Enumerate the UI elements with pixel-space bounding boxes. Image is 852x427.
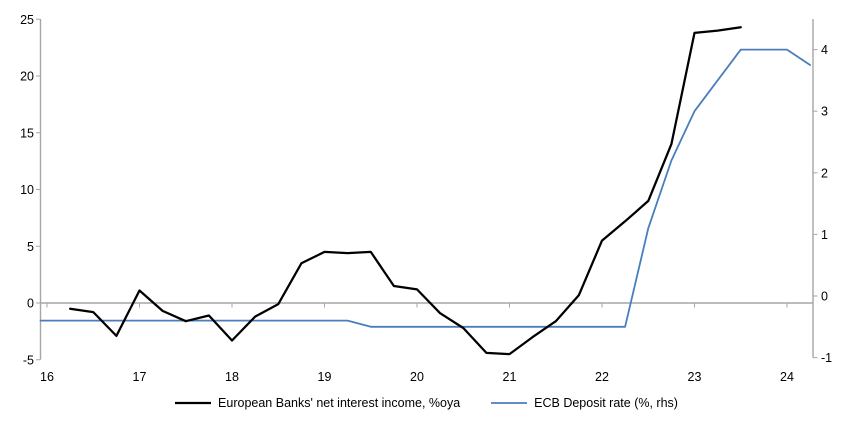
- legend-label-net-interest-income: European Banks' net interest income, %oy…: [218, 396, 461, 410]
- left-axis-tick-label: 20: [20, 70, 34, 84]
- left-axis-tick-label: 10: [20, 183, 34, 197]
- x-tick-label: 18: [225, 370, 239, 384]
- left-axis-tick-label: 25: [20, 13, 34, 27]
- right-axis-tick-label: 3: [821, 105, 828, 119]
- legend-label-ecb-deposit-rate: ECB Deposit rate (%, rhs): [534, 396, 678, 410]
- series-line-0: [68, 26, 742, 356]
- black-line-swatch: [175, 401, 212, 405]
- blue-line-swatch: [491, 402, 528, 404]
- x-tick-label: 17: [133, 370, 147, 384]
- x-tick-label: 21: [503, 370, 517, 384]
- x-tick-label: 19: [318, 370, 332, 384]
- legend-item-ecb-deposit-rate: ECB Deposit rate (%, rhs): [490, 396, 678, 410]
- right-axis-tick-label: 0: [821, 290, 828, 304]
- right-axis-tick-label: -1: [821, 351, 832, 365]
- x-tick-label: 22: [595, 370, 609, 384]
- legend: European Banks' net interest income, %oy…: [0, 396, 852, 410]
- left-axis-tick-label: 0: [27, 297, 34, 311]
- series-line-1: [39, 48, 811, 328]
- x-tick-label: 16: [40, 370, 54, 384]
- x-tick-label: 20: [410, 370, 424, 384]
- right-axis-tick-label: 2: [821, 166, 828, 180]
- left-axis-tick-label: 5: [27, 240, 34, 254]
- x-tick-label: 23: [688, 370, 702, 384]
- right-axis-tick-label: 1: [821, 228, 828, 242]
- right-axis-tick-label: 4: [821, 43, 828, 57]
- left-axis-tick-label: -5: [23, 353, 34, 367]
- legend-item-net-interest-income: European Banks' net interest income, %oy…: [174, 396, 460, 410]
- x-tick-label: 24: [780, 370, 794, 384]
- left-axis-tick-label: 15: [20, 126, 34, 140]
